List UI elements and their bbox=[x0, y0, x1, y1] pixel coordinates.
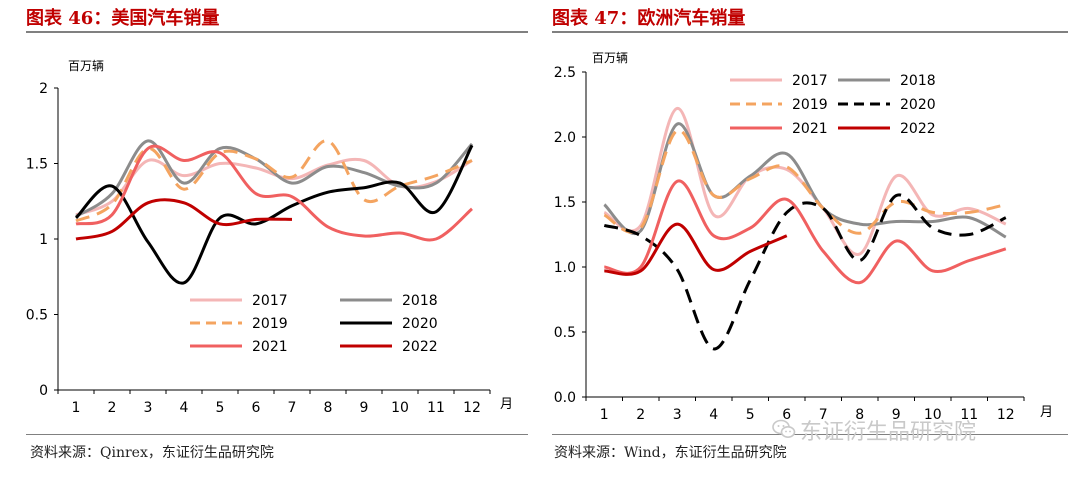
legend-label-2019: 2019 bbox=[792, 97, 828, 113]
x-tick-label: 8 bbox=[855, 407, 864, 423]
x-tick-label: 10 bbox=[924, 407, 942, 423]
x-axis-label: 月 bbox=[1040, 405, 1053, 420]
y-tick-label: 1.5 bbox=[26, 157, 48, 173]
x-tick-label: 10 bbox=[391, 400, 409, 416]
title-divider bbox=[26, 31, 528, 33]
x-tick-label: 4 bbox=[709, 407, 718, 423]
x-tick-label: 3 bbox=[144, 400, 153, 416]
x-tick-label: 5 bbox=[216, 400, 225, 416]
y-tick-label: 2 bbox=[39, 81, 48, 97]
series-line-2022 bbox=[604, 222, 788, 276]
wechat-icon bbox=[772, 419, 796, 438]
unit-label: 百万辆 bbox=[68, 59, 104, 73]
legend-label-2021: 2021 bbox=[252, 339, 288, 355]
series-line-2018 bbox=[75, 139, 474, 218]
source-note: 资料来源：Wind，东证衍生品研究院 bbox=[554, 445, 787, 461]
series-line-2021 bbox=[604, 179, 1007, 285]
legend-label-2020: 2020 bbox=[402, 316, 438, 332]
series-line-2019 bbox=[603, 128, 1007, 235]
x-tick-label: 7 bbox=[288, 400, 297, 416]
title-divider bbox=[552, 31, 1068, 33]
x-tick-label: 8 bbox=[324, 400, 333, 416]
source-note: 资料来源：Qinrex，东证衍生品研究院 bbox=[30, 445, 274, 461]
x-tick-label: 11 bbox=[427, 400, 445, 416]
series-line-2017 bbox=[603, 106, 1007, 256]
y-tick-label: 0 bbox=[39, 383, 48, 399]
x-axis-label: 月 bbox=[500, 397, 513, 412]
chart-title: 图表 47：欧洲汽车销量 bbox=[552, 8, 746, 29]
unit-label: 百万辆 bbox=[592, 51, 628, 65]
legend-label-2022: 2022 bbox=[900, 121, 936, 137]
legend-label-2017: 2017 bbox=[792, 73, 828, 89]
y-tick-label: 0.5 bbox=[26, 308, 48, 324]
series-line-2020 bbox=[74, 144, 474, 285]
watermark-text: 东证衍生品研究院 bbox=[800, 420, 977, 445]
x-tick-label: 12 bbox=[463, 400, 481, 416]
x-tick-label: 9 bbox=[360, 400, 369, 416]
x-tick-label: 12 bbox=[997, 407, 1015, 423]
x-tick-label: 6 bbox=[252, 400, 261, 416]
x-tick-label: 11 bbox=[960, 407, 978, 423]
legend-label-2017: 2017 bbox=[252, 293, 288, 309]
y-tick-label: 1.0 bbox=[554, 260, 576, 276]
x-tick-label: 2 bbox=[108, 400, 117, 416]
x-tick-label: 1 bbox=[72, 400, 81, 416]
y-tick-label: 1 bbox=[39, 232, 48, 248]
y-tick-label: 1.5 bbox=[554, 195, 576, 211]
panel-us-auto-sales: 图表 46：美国汽车销量 0 0.5 1 1.5 2 1 2 3 4 5 6 7 8 9 10 11 12 百万辆… bbox=[26, 8, 528, 461]
x-tick-label: 7 bbox=[819, 407, 828, 423]
x-tick-label: 5 bbox=[746, 407, 755, 423]
x-tick-label: 3 bbox=[673, 407, 682, 423]
x-tick-label: 2 bbox=[636, 407, 645, 423]
series-line-2022 bbox=[75, 198, 293, 241]
footer-divider bbox=[26, 434, 528, 435]
x-tick-label: 9 bbox=[892, 407, 901, 423]
legend-label-2018: 2018 bbox=[900, 73, 936, 89]
x-tick-label: 1 bbox=[600, 407, 609, 423]
x-tick-label: 6 bbox=[782, 407, 791, 423]
y-tick-label: 0.5 bbox=[554, 325, 576, 341]
legend-label-2022: 2022 bbox=[402, 339, 438, 355]
y-tick-label: 2.5 bbox=[554, 65, 576, 81]
series-line-2021 bbox=[75, 144, 474, 242]
series-line-2020 bbox=[603, 193, 1007, 351]
legend-label-2018: 2018 bbox=[402, 293, 438, 309]
y-tick-label: 2.0 bbox=[554, 130, 576, 146]
chart-title: 图表 46：美国汽车销量 bbox=[26, 8, 220, 29]
legend-label-2019: 2019 bbox=[252, 316, 288, 332]
y-tick-label: 0.0 bbox=[554, 390, 576, 406]
series-line-2018 bbox=[603, 122, 1007, 239]
x-tick-label: 4 bbox=[180, 400, 189, 416]
legend-label-2020: 2020 bbox=[900, 97, 936, 113]
legend-label-2021: 2021 bbox=[792, 121, 828, 137]
panel-eu-auto-sales: 图表 47：欧洲汽车销量 0.0 0.5 1.0 1.5 2.0 2.5 1 2 3 4 5 6 7 8 9… bbox=[540, 0, 1080, 479]
chart-eu-auto-sales: 0.00.51.01.52.02.51 2 3 4 5 6 7 8 9 10 11 12百万辆月201… bbox=[554, 51, 1053, 423]
footer-divider bbox=[552, 434, 1068, 435]
